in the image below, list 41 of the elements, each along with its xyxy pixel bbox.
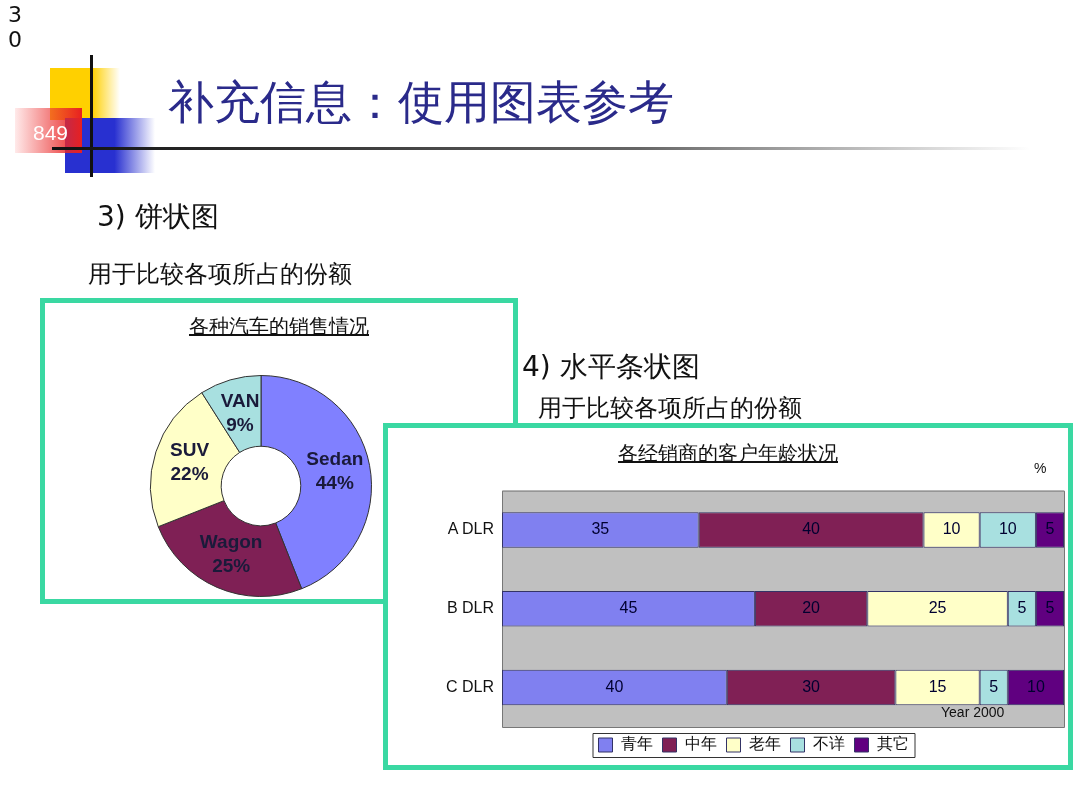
legend-label: 其它 [876,735,909,753]
text: 补充信息：使用图表参考 [168,74,674,131]
y-tick-label: A DLR [447,520,495,538]
data-label: 40 [802,520,821,538]
chart-title: 各经销商的客户年龄状况 [618,441,838,465]
data-label: 44% [315,472,354,494]
text: 30 [8,2,23,53]
data-label: 45 [619,599,638,617]
data-label: 10 [998,520,1017,538]
slice-label: VAN [220,390,260,412]
data-label: 10 [942,520,961,538]
chart-title: 各种汽车的销售情况 [188,313,370,340]
legend-label: 不详 [812,735,845,753]
data-label: 5 [1045,599,1055,617]
data-label: 5 [989,678,999,696]
legend-label: 青年 [620,735,653,753]
data-label: 40 [605,678,624,696]
text: 用于比较各项所占的份额 [538,393,802,424]
data-label: 25% [212,555,251,577]
slice-label: Sedan [306,448,364,470]
legend-label: 老年 [748,735,781,753]
data-label: 5 [1017,599,1027,617]
legend-label: 中年 [684,735,717,753]
y-tick-label: C DLR [445,678,495,696]
data-label: 5 [1045,520,1055,538]
data-label: 10 [1027,678,1045,696]
y-tick-label: B DLR [446,599,495,617]
data-label: 25 [928,599,947,617]
data-label: 20 [802,599,821,617]
text: % [1034,460,1047,476]
text: 3) 饼状图 [97,199,219,235]
data-label: 22% [170,463,209,485]
data-label: 30 [802,678,821,696]
data-label: 9% [226,414,254,436]
slice-label: SUV [170,439,210,461]
data-label: 15 [928,678,947,696]
data-label: 35 [591,520,610,538]
annotation: Year 2000 [941,704,1005,720]
slice-label: Wagon [199,531,263,553]
text: 用于比较各项所占的份额 [88,259,352,290]
text: 4) 水平条状图 [522,349,700,385]
